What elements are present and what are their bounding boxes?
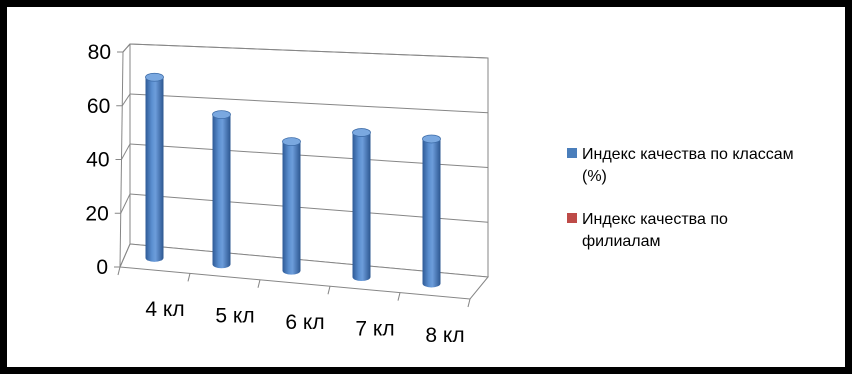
left-depth-edge — [119, 243, 131, 268]
x-tick-mark — [327, 286, 331, 295]
y-tick-label: 20 — [85, 202, 108, 225]
legend-swatch — [567, 213, 577, 223]
bars — [145, 72, 441, 288]
bar-top — [282, 137, 301, 147]
legend-label: Индекс качества по — [582, 211, 728, 228]
x-tick-label: 8 кл — [425, 324, 464, 347]
bar-1 — [145, 72, 164, 262]
bar-body — [212, 114, 231, 269]
gridline-left — [122, 43, 131, 53]
bar-2 — [212, 110, 231, 269]
x-tick-label: 6 кл — [285, 311, 324, 334]
x-tick-mark — [117, 266, 121, 276]
bar-body — [422, 138, 441, 288]
legend-item-2: Индекс качества по филиалам — [567, 211, 728, 250]
x-tick-label: 7 кл — [355, 317, 394, 340]
x-tick-mark — [467, 298, 471, 308]
x-tick-label: 5 кл — [215, 305, 254, 328]
bar-body — [282, 141, 301, 275]
x-tick-label: 4 кл — [145, 298, 184, 321]
gridline-left — [121, 143, 131, 160]
y-tick-label: 60 — [87, 95, 110, 118]
bar-top — [422, 134, 441, 144]
legend: Индекс качества по классам(%)Индекс каче… — [567, 146, 794, 250]
gridline — [129, 43, 489, 59]
axis-labels: 0 20 40 60 80 4 кл 5 кл 6 кл 7 кл 8 кл — [85, 41, 464, 347]
legend-swatch — [567, 148, 577, 158]
bar-5 — [422, 134, 441, 288]
y-tick-label: 80 — [88, 41, 111, 64]
bar-body — [145, 77, 164, 262]
gridline-left — [120, 193, 131, 214]
legend-label: (%) — [582, 168, 607, 185]
legend-label: филиалам — [582, 233, 661, 250]
x-tick-mark — [257, 279, 261, 288]
bar-3 — [282, 137, 301, 275]
legend-item-1: Индекс качества по классам (%) — [567, 146, 794, 185]
y-tick-label: 0 — [96, 256, 108, 279]
bar-top — [352, 128, 371, 137]
gridline-left — [121, 93, 131, 107]
x-tick-mark — [187, 273, 191, 282]
bar-top — [145, 72, 164, 82]
bar-body — [352, 132, 371, 282]
y-tick-label: 40 — [86, 149, 109, 172]
legend-label: Индекс качества по классам — [582, 146, 794, 163]
bar-4 — [352, 128, 371, 282]
x-tick-mark — [397, 292, 401, 301]
gridline — [129, 93, 489, 114]
bar-top — [212, 110, 231, 120]
